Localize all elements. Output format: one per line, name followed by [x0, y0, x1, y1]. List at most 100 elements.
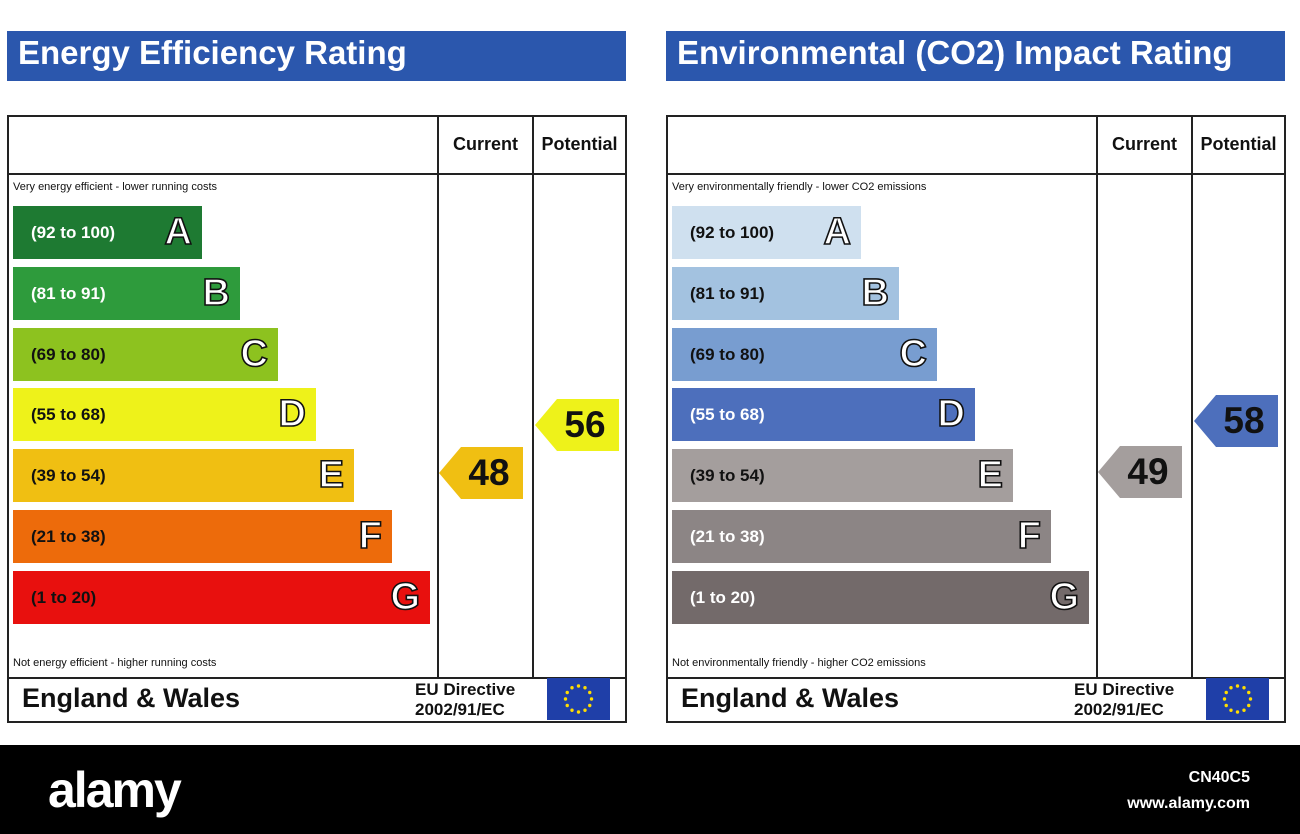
- eu-star: [1222, 697, 1227, 701]
- band-range-label: (92 to 100): [31, 223, 116, 242]
- column-divider: [1096, 117, 1098, 678]
- environmental-impact-chart: Current Potential Very environmentally f…: [666, 115, 1286, 723]
- eu-star: [1247, 690, 1251, 695]
- image-id: CN40C5: [1188, 769, 1250, 786]
- band-letter: G: [1049, 575, 1080, 619]
- eu-star: [563, 697, 568, 701]
- band-letter: C: [899, 332, 928, 376]
- image-reference: CN40C5 www.alamy.com: [1127, 765, 1250, 817]
- band-letter: C: [240, 332, 269, 376]
- eu-star: [1247, 703, 1251, 708]
- rating-band-d: (55 to 68) D: [13, 388, 316, 442]
- header-divider: [668, 173, 1284, 175]
- potential-arrow-marker: [1194, 395, 1278, 448]
- bottom-scale-note: Not environmentally friendly - higher CO…: [672, 657, 926, 669]
- band-letter: F: [358, 514, 383, 558]
- potential-column-header: Potential: [1200, 134, 1277, 154]
- rating-band-c: (69 to 80) C: [672, 327, 937, 381]
- eu-star: [583, 686, 587, 690]
- eu-star: [588, 703, 592, 708]
- footer-country: England & Wales: [22, 683, 241, 713]
- rating-band-f: (21 to 38) F: [672, 510, 1051, 563]
- column-divider: [1191, 117, 1193, 678]
- footer-divider: [668, 677, 1284, 679]
- footer-directive: EU Directive 2002/91/EC: [415, 680, 515, 720]
- eu-star: [1224, 703, 1228, 708]
- eu-star: [565, 703, 569, 708]
- potential-rating-arrow: 56: [535, 399, 619, 452]
- energy-efficiency-title: Energy Efficiency Rating: [7, 31, 626, 81]
- rating-band-e: (39 to 54) E: [13, 449, 354, 503]
- environmental-impact-panel: Environmental (CO2) Impact Rating Curren…: [666, 0, 1286, 745]
- column-divider: [437, 117, 439, 678]
- band-range-label: (92 to 100): [690, 223, 775, 242]
- band-range-label: (39 to 54): [31, 466, 106, 486]
- alamy-logo: alamy: [48, 762, 182, 818]
- current-arrow-shape: [1098, 445, 1182, 498]
- header-divider: [9, 173, 625, 175]
- potential-arrow-marker: [535, 399, 619, 452]
- potential-rating-value: 56: [564, 404, 606, 446]
- energy-efficiency-panel: Energy Efficiency Rating Current Potenti…: [7, 0, 627, 745]
- directive-line2: 2002/91/EC: [1074, 700, 1164, 719]
- eu-star: [1224, 690, 1228, 695]
- eu-star: [588, 690, 592, 695]
- potential-rating-arrow: 58: [1194, 395, 1278, 448]
- band-letter: D: [937, 393, 966, 437]
- band-range-label: (1 to 20): [31, 587, 97, 607]
- band-letter: A: [164, 210, 193, 254]
- eu-star: [1229, 708, 1233, 712]
- eu-flag-field: [1206, 678, 1269, 720]
- current-column-header: Current: [1111, 134, 1177, 154]
- band-letter: E: [977, 453, 1004, 497]
- rating-band-a: (92 to 100) A: [13, 206, 202, 259]
- eu-flag-field: [547, 678, 610, 720]
- current-column-header: Current: [452, 134, 518, 154]
- watermark-bar: alamy CN40C5 www.alamy.com: [0, 745, 1300, 834]
- band-range-label: (69 to 80): [31, 344, 106, 364]
- eu-star: [576, 684, 581, 688]
- eu-star: [1235, 684, 1240, 688]
- band-range-label: (81 to 91): [31, 283, 106, 303]
- eu-star: [583, 708, 587, 712]
- top-scale-note: Very energy efficient - lower running co…: [13, 181, 218, 193]
- rating-band-e: (39 to 54) E: [672, 449, 1013, 503]
- band-range-label: (21 to 38): [690, 527, 765, 546]
- current-arrow-marker: [439, 447, 523, 500]
- band-range-label: (69 to 80): [690, 344, 765, 364]
- band-letter: A: [823, 210, 852, 254]
- rating-band-g: (1 to 20) G: [13, 570, 430, 624]
- rating-band-c: (69 to 80) C: [13, 327, 278, 381]
- rating-band-b: (81 to 91) B: [13, 266, 240, 320]
- bottom-scale-note: Not energy efficient - higher running co…: [13, 657, 217, 669]
- eu-star: [570, 686, 574, 690]
- band-letter: G: [390, 575, 421, 619]
- eu-star: [589, 697, 594, 701]
- top-scale-note: Very environmentally friendly - lower CO…: [672, 181, 927, 193]
- eu-star: [1229, 686, 1233, 690]
- potential-column-header: Potential: [541, 134, 618, 154]
- directive-line1: EU Directive: [1074, 680, 1175, 699]
- band-letter: E: [318, 453, 345, 497]
- environmental-impact-title: Environmental (CO2) Impact Rating: [666, 31, 1285, 81]
- footer-country: England & Wales: [681, 683, 900, 713]
- band-range-label: (39 to 54): [690, 466, 765, 486]
- column-divider: [532, 117, 534, 678]
- eu-star: [1242, 686, 1246, 690]
- eu-star: [565, 690, 569, 695]
- eu-flag-icon: [547, 678, 610, 720]
- eu-star: [1242, 708, 1246, 712]
- eu-star: [1248, 697, 1253, 701]
- band-range-label: (55 to 68): [31, 405, 106, 425]
- potential-rating-value: 58: [1223, 400, 1265, 442]
- footer-directive: EU Directive 2002/91/EC: [1074, 680, 1174, 720]
- site-url: www.alamy.com: [1127, 795, 1250, 812]
- band-range-label: (55 to 68): [690, 405, 765, 425]
- current-arrow-marker: [1098, 445, 1182, 498]
- potential-arrow-shape: [535, 399, 619, 452]
- band-letter: B: [861, 271, 890, 315]
- potential-arrow-shape: [1194, 395, 1278, 448]
- band-range-label: (21 to 38): [31, 527, 106, 546]
- current-rating-value: 48: [468, 452, 510, 494]
- band-range-label: (81 to 91): [690, 283, 765, 303]
